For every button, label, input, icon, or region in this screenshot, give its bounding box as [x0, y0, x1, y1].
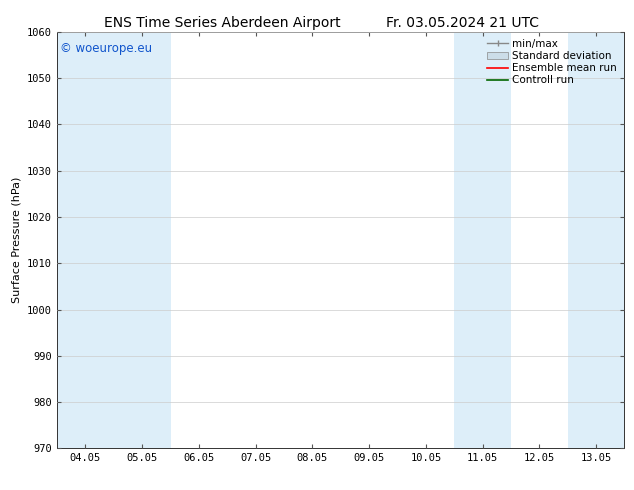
Legend: min/max, Standard deviation, Ensemble mean run, Controll run: min/max, Standard deviation, Ensemble me…	[486, 37, 619, 88]
Bar	[57, 32, 114, 448]
Bar	[114, 32, 171, 448]
Text: © woeurope.eu: © woeurope.eu	[60, 42, 152, 55]
Text: ENS Time Series Aberdeen Airport: ENS Time Series Aberdeen Airport	[103, 16, 340, 30]
Text: Fr. 03.05.2024 21 UTC: Fr. 03.05.2024 21 UTC	[386, 16, 540, 30]
Bar	[482, 32, 511, 448]
Bar	[568, 32, 624, 448]
Bar	[455, 32, 482, 448]
Y-axis label: Surface Pressure (hPa): Surface Pressure (hPa)	[11, 177, 22, 303]
